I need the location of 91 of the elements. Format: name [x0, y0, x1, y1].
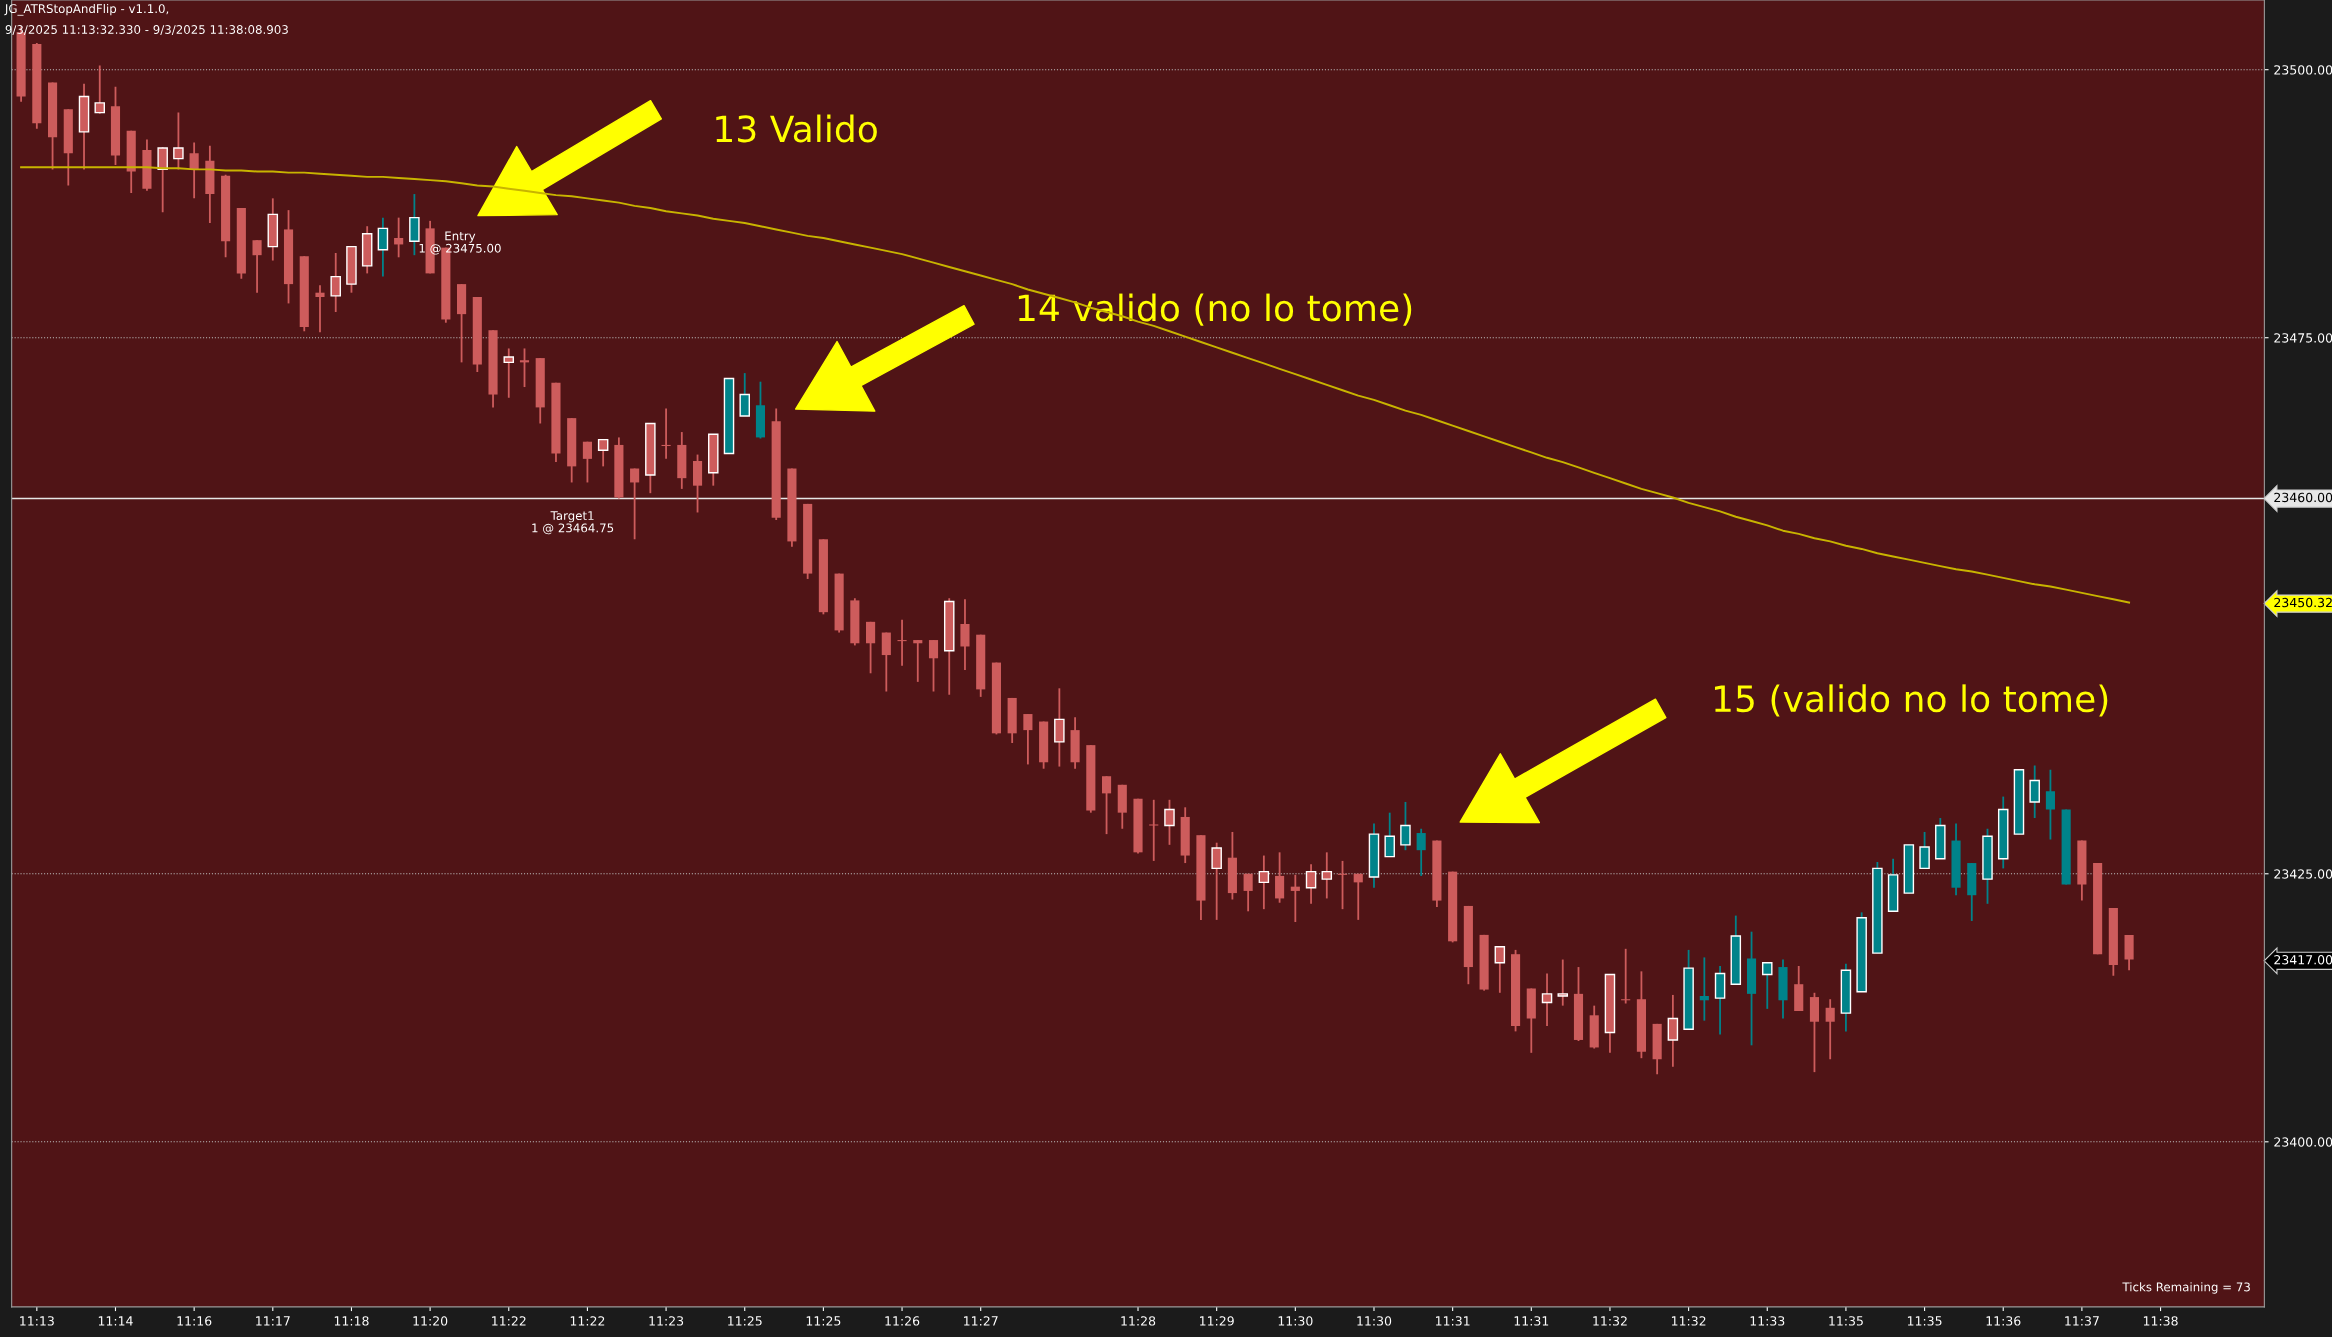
candlestick — [519, 347, 530, 388]
candlestick — [630, 467, 640, 541]
candlestick — [881, 631, 891, 693]
x-tick-label: 11:29 — [1200, 1316, 1234, 1326]
x-tick-label: 11:26 — [885, 1316, 920, 1326]
candlestick — [394, 216, 404, 259]
candlestick — [1919, 831, 1930, 870]
candlestick — [1149, 798, 1159, 862]
x-tick-label: 11:32 — [1671, 1316, 1706, 1326]
candlestick — [189, 141, 199, 200]
candlestick — [897, 618, 907, 667]
candlestick — [409, 193, 420, 257]
y-tick-label: 23475.00 — [2274, 333, 2332, 343]
y-tick-label: 23450.32 — [2274, 597, 2332, 608]
candlestick — [1494, 945, 1506, 994]
candlestick — [252, 239, 262, 294]
x-tick-label: 11:35 — [1829, 1316, 1863, 1326]
candlestick — [377, 216, 389, 278]
candlestick — [1699, 956, 1709, 1022]
x-tick-label: 11:20 — [413, 1316, 448, 1326]
candlestick — [866, 620, 876, 675]
y-tick-label: 23417.00 — [2274, 955, 2332, 965]
candlestick — [330, 252, 341, 313]
x-tick-label: 11:14 — [98, 1316, 133, 1326]
x-tick-label: 11:13 — [20, 1316, 54, 1326]
x-tick-label: 11:18 — [334, 1316, 369, 1326]
x-tick-label: 11:22 — [570, 1316, 605, 1326]
x-tick-label: 11:17 — [256, 1316, 290, 1326]
annotation: 9/3/2025 11:13:32.330 - 9/3/2025 11:38:08.903 — [5, 25, 288, 35]
x-tick-label: 11:16 — [177, 1316, 212, 1326]
annotation: Entry 1 @ 23475.00 — [419, 231, 501, 255]
x-tick-label: 11:36 — [1986, 1316, 2021, 1326]
candlestick — [157, 145, 168, 214]
candlestick — [1290, 873, 1300, 923]
candlestick — [597, 438, 609, 468]
x-tick-label: 11:22 — [492, 1316, 526, 1326]
annotation: Target1 1 @ 23464.75 — [532, 511, 614, 535]
x-tick-label: 11:28 — [1121, 1316, 1156, 1326]
candlestick — [315, 284, 325, 334]
x-tick-label: 11:35 — [1907, 1316, 1942, 1326]
annotation: Ticks Remaining = 73 — [2122, 1282, 2250, 1294]
candlestick — [960, 598, 970, 671]
annotation: 15 (valido no lo tome) — [1714, 684, 2108, 717]
candlestick — [1337, 860, 1348, 911]
x-tick-label: 11:30 — [1357, 1316, 1392, 1326]
y-tick-label: 23500.00 — [2274, 65, 2332, 75]
ref-line-label: 23460.00 — [2274, 492, 2332, 503]
candlestick — [1164, 798, 1175, 846]
x-tick-label: 11:32 — [1593, 1316, 1627, 1326]
candlestick — [503, 347, 515, 399]
candlestick — [1621, 947, 1631, 1005]
x-tick-label: 11:23 — [649, 1316, 684, 1326]
candlestick — [2029, 764, 2040, 819]
candlestick — [661, 407, 671, 460]
x-tick-label: 11:27 — [964, 1316, 998, 1326]
candlestick — [1353, 872, 1363, 921]
candlestick — [1416, 827, 1426, 877]
candlestick — [1101, 775, 1112, 836]
annotation: JG_ATRStopAndFlip - v1.1.0, — [4, 3, 169, 16]
candlestick — [1054, 687, 1065, 768]
candlestick — [1275, 851, 1285, 904]
y-tick-label: 23425.00 — [2274, 869, 2332, 879]
candlestick — [1557, 958, 1569, 1007]
candlestick — [1211, 841, 1222, 921]
candlestick — [1023, 713, 1033, 766]
candlestick — [928, 639, 939, 693]
candlestick — [94, 64, 106, 115]
x-tick-label: 11:25 — [806, 1316, 841, 1326]
x-tick-label: 11:38 — [2143, 1316, 2178, 1326]
candlestick — [2045, 768, 2055, 841]
y-tick-label: 23400.00 — [2274, 1137, 2332, 1147]
candlestick — [1667, 994, 1679, 1068]
candlestick — [1243, 872, 1253, 913]
candlestick — [1825, 998, 1835, 1061]
candlestick — [1305, 863, 1317, 905]
candlestick — [1321, 851, 1333, 900]
x-tick-label: 11:31 — [1436, 1316, 1470, 1326]
candlestick — [1762, 961, 1773, 1010]
x-tick-label: 11:31 — [1514, 1316, 1549, 1326]
x-tick-label: 11:30 — [1278, 1316, 1313, 1326]
candlestick — [582, 440, 592, 484]
candlestick — [913, 639, 923, 683]
annotation: 13 Valido — [716, 114, 877, 143]
candlestick — [1541, 972, 1553, 1027]
x-tick-label: 11:37 — [2065, 1316, 2099, 1326]
candlestick — [1384, 811, 1395, 858]
candlestick — [739, 372, 750, 417]
x-tick-label: 11:33 — [1750, 1316, 1785, 1326]
x-tick-label: 11:25 — [728, 1316, 762, 1326]
candlestick — [1400, 801, 1411, 852]
candlestick — [1258, 854, 1270, 911]
